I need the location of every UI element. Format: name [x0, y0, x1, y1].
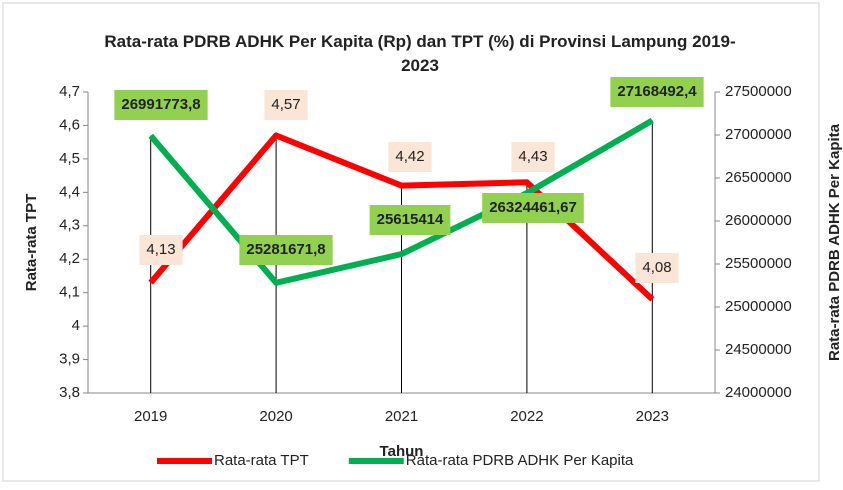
y2-tick-label: 26000000: [725, 212, 792, 229]
chart-title: Rata-rata PDRB ADHK Per Kapita (Rp) dan …: [104, 32, 736, 75]
y-tick-label: 3,9: [59, 351, 80, 368]
y-tick-label: 4,7: [59, 83, 80, 100]
y-tick-label: 4,5: [59, 150, 80, 167]
data-label: 4,57: [271, 96, 300, 113]
data-label: 26991773,8: [121, 96, 200, 113]
y-tick-label: 4,2: [59, 250, 80, 267]
data-label: 27168492,4: [617, 83, 697, 100]
y2-tick-label: 25000000: [725, 298, 792, 315]
x-tick-label: 2021: [385, 408, 418, 425]
data-label-box: [635, 253, 679, 283]
y2-tick-label: 24000000: [725, 384, 792, 401]
legend-label: Rata-rata PDRB ADHK Per Kapita: [406, 452, 634, 469]
y2-tick-label: 24500000: [725, 341, 792, 358]
data-label-box: [369, 205, 451, 235]
data-label-box: [114, 90, 208, 120]
data-label-box: [388, 142, 432, 172]
y-tick-label: 3,8: [59, 384, 80, 401]
y-tick-label: 4: [72, 317, 80, 334]
data-label: 25281671,8: [246, 241, 325, 258]
y-tick-label: 4,4: [59, 183, 80, 200]
data-label: 4,13: [146, 241, 175, 258]
y2-tick-label: 27500000: [725, 83, 792, 100]
x-tick-label: 2019: [134, 408, 167, 425]
x-tick-label: 2022: [510, 408, 543, 425]
data-label: 4,42: [395, 148, 424, 165]
data-label: 4,08: [642, 259, 671, 276]
x-tick-label: 2020: [259, 408, 292, 425]
y-axis-title: Rata-rata TPT: [23, 194, 40, 292]
data-label-box: [482, 193, 584, 223]
series-line: [148, 117, 654, 286]
data-label-box: [610, 77, 704, 107]
y2-tick-label: 27000000: [725, 126, 792, 143]
y2-axis-title: Rata-rata PDRB ADHK Per Kapita: [826, 123, 843, 361]
y2-tick-label: 26500000: [725, 169, 792, 186]
data-label: 4,43: [518, 148, 547, 165]
data-label-box: [264, 90, 308, 120]
data-label-box: [239, 235, 333, 265]
data-label: 26324461,67: [489, 199, 577, 216]
y-tick-label: 4,3: [59, 217, 80, 234]
x-tick-label: 2023: [636, 408, 669, 425]
data-label: 25615414: [377, 211, 444, 228]
y-tick-label: 4,1: [59, 284, 80, 301]
legend-label: Rata-rata TPT: [214, 452, 309, 469]
y2-tick-label: 25500000: [725, 255, 792, 272]
x-axis-title: Tahun: [380, 443, 424, 460]
y-tick-label: 4,6: [59, 116, 80, 133]
data-label-box: [511, 142, 555, 172]
data-label-box: [139, 235, 183, 265]
